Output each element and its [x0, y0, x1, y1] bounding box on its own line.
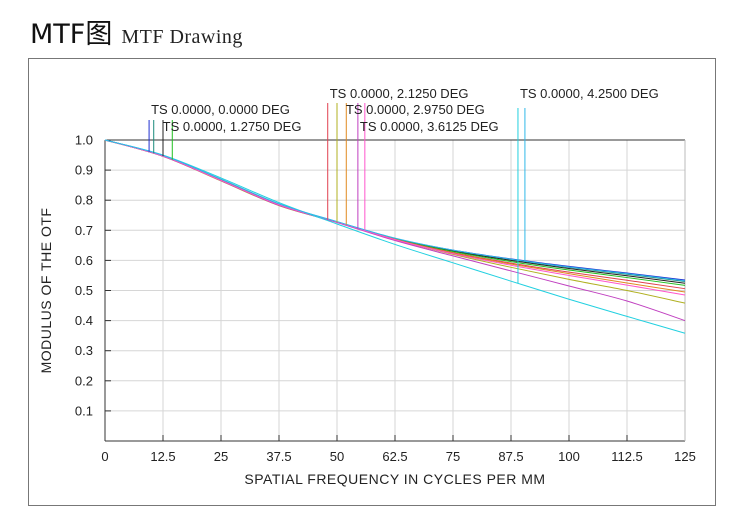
x-tick-label: 112.5 [611, 449, 643, 464]
y-tick-label: 0.1 [75, 403, 93, 418]
x-tick-label: 25 [214, 449, 228, 464]
y-tick-label: 0.3 [75, 343, 93, 358]
page-header: MTF图 MTF Drawing [30, 12, 243, 50]
y-tick-label: 1.0 [75, 133, 93, 148]
field-annotation: TS 0.0000, 1.2750 DEG [163, 119, 302, 134]
page-title: MTF图 [30, 19, 113, 50]
series-line [104, 139, 686, 282]
axis-layer: 0 12.5 25 37.5 50 62.5 75 87.5 100 112.5 125 0.1 0.2… [75, 133, 696, 465]
x-tick-label: 100 [558, 449, 580, 464]
x-tick-label: 87.5 [498, 449, 523, 464]
x-tick-label: 37.5 [266, 449, 291, 464]
y-tick-label: 0.4 [75, 313, 93, 328]
x-tick-label: 62.5 [382, 449, 407, 464]
x-tick-label: 50 [330, 449, 344, 464]
page-subtitle: MTF Drawing [121, 26, 243, 48]
y-tick-label: 0.7 [75, 223, 93, 238]
series-layer [104, 139, 686, 334]
field-annotation: TS 0.0000, 4.2500 DEG [520, 86, 659, 101]
grid-layer [105, 140, 685, 441]
y-tick-label: 0.9 [75, 163, 93, 178]
annotation-layer: TS 0.0000, 0.0000 DEG TS 0.0000, 1.2750 D… [151, 86, 659, 134]
field-annotation: TS 0.0000, 3.6125 DEG [360, 119, 499, 134]
x-axis-title: SPATIAL FREQUENCY IN CYCLES PER MM [244, 471, 545, 487]
x-tick-label: 12.5 [150, 449, 175, 464]
x-tick-label: 75 [446, 449, 460, 464]
field-annotation: TS 0.0000, 0.0000 DEG [151, 102, 290, 117]
field-annotation: TS 0.0000, 2.1250 DEG [330, 86, 469, 101]
chart-frame [28, 58, 716, 506]
x-tick-label: 0 [101, 449, 108, 464]
series-line [104, 139, 686, 334]
y-axis-title: MODULUS OF THE OTF [38, 208, 54, 374]
y-tick-label: 0.5 [75, 283, 93, 298]
field-annotation: TS 0.0000, 2.9750 DEG [346, 102, 485, 117]
y-tick-label: 0.2 [75, 373, 93, 388]
field-marker-layer [148, 103, 526, 284]
y-tick-label: 0.8 [75, 193, 93, 208]
y-tick-label: 0.6 [75, 253, 93, 268]
series-line [104, 139, 686, 296]
x-tick-label: 125 [674, 449, 696, 464]
